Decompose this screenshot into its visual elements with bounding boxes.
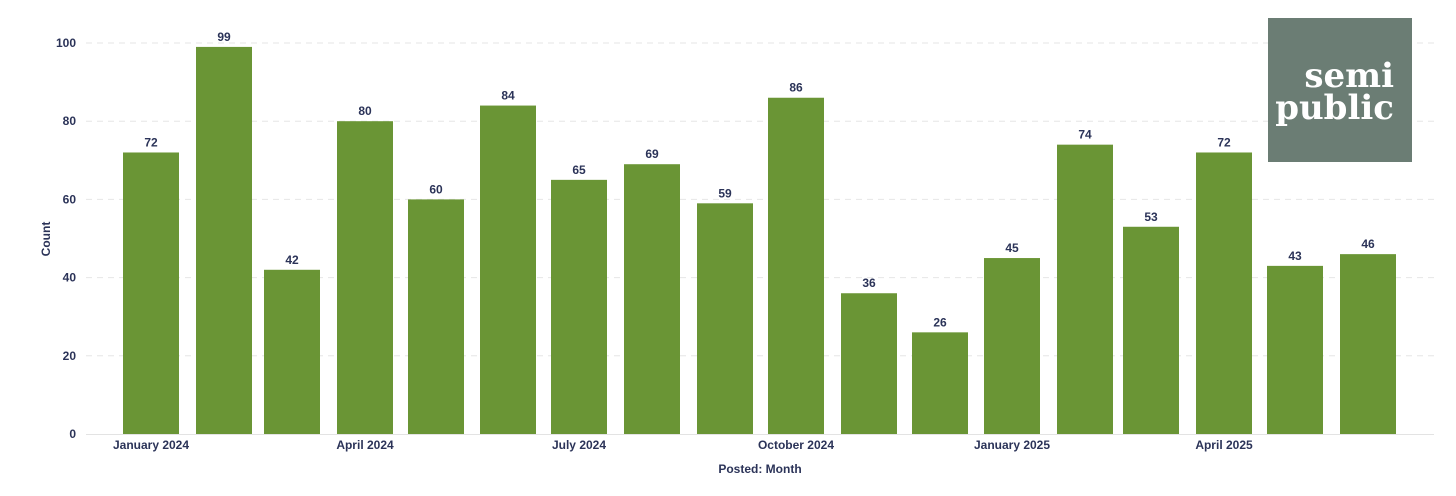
y-tick-label: 60 (63, 192, 77, 206)
bars (123, 46, 1396, 435)
bar-value-label: 46 (1361, 237, 1375, 251)
bar (624, 164, 680, 434)
y-axis-title: Count (39, 222, 53, 257)
x-tick-label: January 2025 (974, 438, 1050, 452)
bar (768, 97, 824, 435)
bar (1123, 226, 1179, 434)
bar-value-label: 69 (645, 147, 659, 161)
bar-value-label: 45 (1005, 241, 1019, 255)
y-tick-label: 100 (56, 36, 76, 50)
y-tick-label: 20 (63, 349, 77, 363)
bar-value-label: 36 (862, 276, 876, 290)
data-labels: 72 99 42 80 60 84 65 69 59 86 36 26 45 74 53 72 43 46 (144, 30, 1375, 329)
bar (551, 179, 607, 434)
x-tick-label: January 2024 (113, 438, 189, 452)
x-axis-title: Posted: Month (718, 462, 801, 476)
bar (841, 293, 897, 434)
logo-line-2: public (1275, 88, 1394, 128)
bar (1267, 265, 1323, 434)
bar-value-label: 43 (1288, 249, 1302, 263)
bar-value-label: 60 (429, 182, 443, 196)
bar (1196, 152, 1252, 435)
y-tick-label: 40 (63, 271, 77, 285)
bar (1340, 254, 1396, 434)
bar (912, 332, 968, 434)
bar-value-label: 80 (358, 104, 372, 118)
bar-value-label: 59 (718, 186, 732, 200)
bar-value-label: 74 (1078, 128, 1092, 142)
bar-value-label: 65 (572, 163, 586, 177)
bar (697, 203, 753, 434)
x-axis-ticks: January 2024 April 2024 July 2024 October 2… (113, 438, 1253, 452)
semipublic-logo: semi public (1268, 18, 1412, 162)
bar-value-label: 99 (217, 30, 231, 44)
x-tick-label: October 2024 (758, 438, 834, 452)
bar (408, 199, 464, 434)
y-tick-label: 0 (69, 427, 76, 441)
x-tick-label: April 2025 (1195, 438, 1253, 452)
y-tick-label: 80 (63, 114, 77, 128)
x-tick-label: April 2024 (336, 438, 394, 452)
y-axis-ticks: 0 20 40 60 80 100 (56, 36, 76, 441)
x-tick-label: July 2024 (552, 438, 606, 452)
bar (196, 46, 252, 434)
bar-value-label: 53 (1144, 210, 1158, 224)
bar-value-label: 86 (789, 81, 803, 95)
bar-value-label: 72 (144, 135, 158, 149)
bar (264, 269, 320, 434)
bar (1057, 144, 1113, 434)
bar (123, 152, 179, 435)
logo-line-1: semi (1304, 56, 1394, 96)
bar (480, 105, 536, 434)
bar-value-label: 42 (285, 253, 299, 267)
bar (984, 258, 1040, 434)
bar-value-label: 72 (1217, 135, 1231, 149)
bar (337, 121, 393, 434)
bar-value-label: 26 (933, 315, 947, 329)
logo-background (1268, 18, 1412, 162)
bar-value-label: 84 (501, 89, 515, 103)
